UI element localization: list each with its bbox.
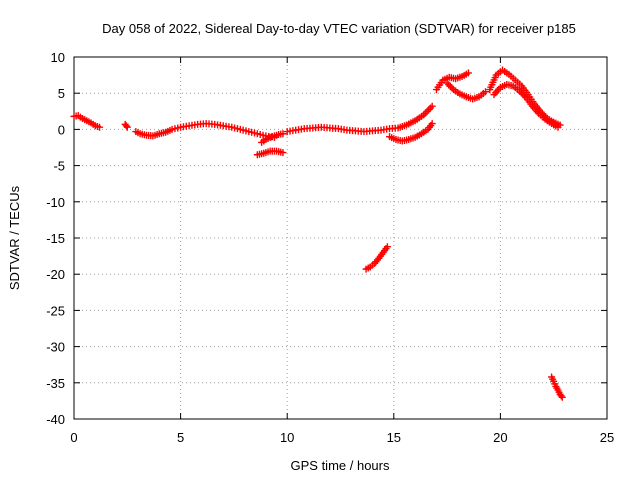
data-point: [96, 123, 104, 131]
y-tick-label: 10: [51, 50, 65, 65]
x-tick-label: 10: [280, 430, 294, 445]
data-point: [516, 87, 524, 95]
series-seg3: [132, 120, 278, 141]
data-point: [426, 104, 434, 112]
data-point: [443, 79, 451, 87]
x-tick-label: 0: [70, 430, 77, 445]
data-point: [279, 149, 287, 157]
series-seg2: [121, 120, 131, 131]
series-seg8: [432, 69, 472, 94]
y-tick-label: -20: [46, 267, 65, 282]
x-axis-label: GPS time / hours: [291, 458, 390, 473]
axis-ticks: 0 5 10 15 20 25 10 5 0 -5 -10 -15 -20 -25 -30 -35 -40: [46, 50, 614, 445]
data-point: [481, 88, 489, 96]
series-seg6: [283, 102, 436, 136]
x-tick-label: 20: [493, 430, 507, 445]
data-point: [557, 392, 565, 400]
y-tick-label: -5: [53, 159, 65, 174]
data-point: [520, 92, 528, 100]
data-point: [428, 102, 436, 110]
data-point: [425, 106, 433, 114]
data-point: [122, 122, 130, 130]
data-point: [421, 109, 429, 117]
data-point: [445, 81, 453, 89]
data-point: [519, 90, 527, 98]
data-point: [446, 82, 454, 90]
data-point: [279, 130, 287, 138]
series-seg11: [490, 81, 562, 131]
data-points: [70, 66, 566, 401]
data-point: [423, 107, 431, 115]
grid-lines: [74, 57, 607, 419]
y-tick-label: -35: [46, 376, 65, 391]
series-seg1: [70, 112, 104, 131]
y-tick-label: -25: [46, 303, 65, 318]
series-seg13: [548, 373, 566, 401]
y-tick-label: 0: [58, 122, 65, 137]
x-tick-label: 15: [387, 430, 401, 445]
y-axis-label: SDTVAR / TECUs: [7, 185, 22, 290]
y-tick-label: -40: [46, 412, 65, 427]
x-tick-label: 25: [600, 430, 614, 445]
data-point: [428, 120, 436, 128]
y-tick-label: -30: [46, 340, 65, 355]
plot-frame: [73, 56, 608, 420]
series-seg4: [258, 130, 287, 146]
y-tick-label: -15: [46, 231, 65, 246]
data-point: [123, 123, 131, 131]
series-seg5: [253, 147, 287, 159]
series-seg12: [362, 243, 391, 273]
y-tick-label: 5: [58, 86, 65, 101]
x-tick-label: 5: [177, 430, 184, 445]
data-point: [448, 84, 456, 92]
data-point: [558, 393, 566, 401]
series-seg7: [386, 120, 436, 145]
chart-title: Day 058 of 2022, Sidereal Day-to-day VTE…: [102, 21, 576, 36]
y-tick-label: -10: [46, 195, 65, 210]
data-point: [383, 243, 391, 251]
data-point: [554, 123, 562, 131]
data-point: [464, 69, 472, 77]
series-seg9: [443, 79, 489, 103]
data-point: [517, 89, 525, 97]
